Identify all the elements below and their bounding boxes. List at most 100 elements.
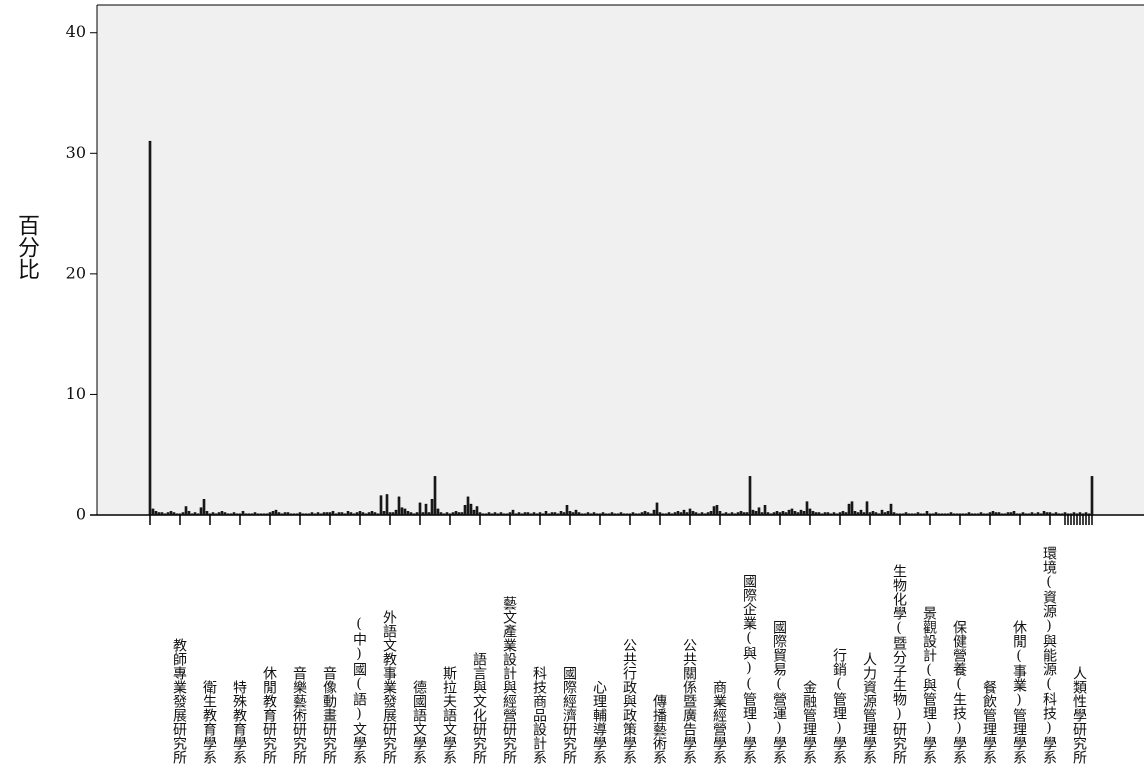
- bar: [1021, 512, 1025, 516]
- bar: [391, 512, 395, 516]
- bar: [862, 512, 866, 516]
- bar: [634, 513, 638, 516]
- bar: [547, 513, 551, 516]
- bar: [604, 513, 608, 516]
- bar: [223, 512, 227, 516]
- bar: [445, 512, 449, 516]
- bar: [703, 513, 707, 516]
- bar: [1081, 513, 1085, 516]
- bar: [937, 513, 941, 516]
- bar: [922, 513, 926, 516]
- bar: [517, 512, 521, 516]
- bar: [886, 511, 890, 516]
- bar: [631, 512, 635, 516]
- bar: [544, 511, 548, 516]
- bar: [796, 512, 800, 516]
- bar: [331, 511, 335, 516]
- bar: [247, 513, 251, 516]
- x-tick-label: 休閒(事業)管理學系: [1011, 620, 1027, 764]
- bar: [151, 508, 155, 516]
- bar: [973, 513, 977, 516]
- bar: [394, 509, 398, 516]
- bar: [577, 512, 581, 516]
- bar: [844, 512, 848, 516]
- bar: [724, 512, 728, 516]
- bar: [307, 513, 311, 516]
- bar: [976, 513, 980, 516]
- y-tick-label: 0: [76, 505, 86, 524]
- bar: [358, 511, 362, 516]
- x-tick-label: 音像動畫研究所: [321, 666, 337, 764]
- bar: [967, 512, 971, 516]
- bar: [718, 511, 722, 516]
- plot-area: [97, 5, 1144, 515]
- bar: [508, 512, 512, 516]
- x-tick-label: 保健營養(生技)學系: [951, 620, 967, 764]
- bar: [235, 513, 239, 516]
- y-tick-label: 40: [66, 22, 86, 41]
- bar: [289, 513, 293, 516]
- bar: [184, 506, 188, 516]
- bar: [661, 513, 665, 516]
- bar: [766, 512, 770, 516]
- bar: [1027, 513, 1031, 516]
- x-tick-label: 生物化學(暨分子生物)研究所: [891, 564, 907, 764]
- bar: [520, 513, 524, 516]
- bar: [628, 513, 632, 516]
- x-tick-label: 心理輔導學系: [591, 680, 607, 764]
- x-tick-label: (中)國(語)文學系: [351, 616, 367, 764]
- bar: [343, 513, 347, 516]
- bar: [325, 512, 329, 516]
- bar: [760, 512, 764, 516]
- x-tick-label: 語言與文化研究所: [471, 652, 487, 764]
- bar: [265, 513, 269, 516]
- bar: [181, 512, 185, 516]
- bar: [826, 512, 830, 516]
- bar: [775, 511, 779, 516]
- bar: [943, 513, 947, 516]
- bar: [637, 513, 641, 516]
- bar: [700, 512, 704, 516]
- bar: [463, 505, 467, 516]
- bar: [763, 505, 767, 516]
- x-tick-label: 商業經營學系: [711, 680, 727, 764]
- bar: [589, 513, 593, 516]
- bar: [802, 511, 806, 516]
- bar: [1075, 513, 1079, 516]
- bar: [676, 511, 680, 516]
- x-tick-label: 環境(資源)與能源(科技)學系: [1041, 546, 1057, 764]
- bar: [196, 513, 200, 516]
- bar: [1006, 512, 1010, 516]
- bar: [457, 512, 461, 516]
- bar: [334, 513, 338, 516]
- bar: [424, 503, 428, 516]
- bar: [712, 506, 716, 516]
- bar: [205, 511, 209, 516]
- bar: [1012, 511, 1016, 516]
- bar: [262, 513, 266, 516]
- bar: [691, 511, 695, 516]
- bar: [340, 512, 344, 516]
- bar: [877, 513, 881, 516]
- bar: [1057, 513, 1061, 516]
- bar: [616, 513, 620, 516]
- bar: [838, 512, 842, 516]
- bar: [754, 511, 758, 516]
- bar: [817, 512, 821, 516]
- bar: [427, 512, 431, 516]
- bar: [706, 512, 710, 516]
- x-tick-label: 金融管理學系: [801, 680, 817, 764]
- bar: [199, 507, 203, 516]
- bar: [832, 512, 836, 516]
- bar: [403, 508, 407, 516]
- bar: [859, 509, 863, 516]
- bar: [553, 512, 557, 516]
- bar: [1030, 512, 1034, 516]
- x-tick-label: 人力資源管理學系: [861, 652, 877, 764]
- bar: [382, 511, 386, 516]
- bar: [904, 512, 908, 516]
- bar: [1048, 512, 1052, 516]
- bar: [898, 513, 902, 516]
- bar: [442, 513, 446, 516]
